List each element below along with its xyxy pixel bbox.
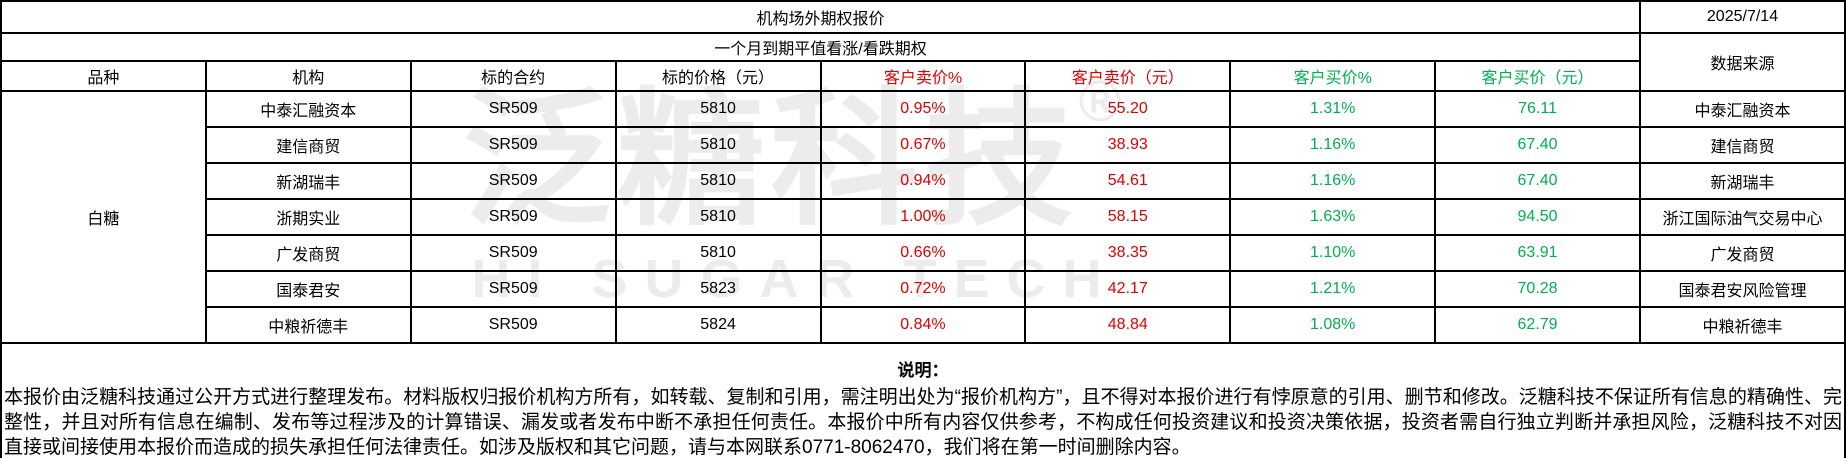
cell-sell-pct: 0.72% [819,270,1027,308]
subtitle-row: 一个月到期平值看涨/看跌期权 数据来源 [0,32,1846,92]
cell-sell-pct: 0.84% [819,306,1027,344]
cell-source: 建信商贸 [1639,126,1846,164]
cell-sell-price: 48.84 [1024,306,1232,344]
notes-section: 说明： 本报价由泛糖科技通过公开方式进行整理发布。材料版权归报价机构方所有，如转… [0,342,1846,458]
table-row: 新湖瑞丰 SR509 5810 0.94% 54.61 1.16% 67.40 新湖瑞丰 [1,162,1846,200]
disclaimer-text: 本报价由泛糖科技通过公开方式进行整理发布。材料版权归报价机构方所有，如转载、复制… [4,387,1842,458]
cell-contract: SR509 [409,270,617,308]
cell-sell-price: 55.20 [1024,90,1232,128]
cell-sell-price: 58.15 [1024,198,1232,236]
cell-institution: 中泰汇融资本 [204,90,412,128]
cell-underlying-price: 5810 [614,198,822,236]
col-header-institution: 机构 [204,60,412,92]
col-header-buy-price: 客户买价（元） [1434,60,1641,92]
table-row: 国泰君安 SR509 5823 0.72% 42.17 1.21% 70.28 国泰君安风险管… [1,270,1846,308]
col-header-buy-pct: 客户买价% [1229,60,1437,92]
col-header-sell-price: 客户卖价（元） [1024,60,1232,92]
cell-variety: 白糖 [0,90,207,344]
cell-buy-price: 76.11 [1434,90,1641,128]
table-row: 广发商贸 SR509 5810 0.66% 38.35 1.10% 63.91 广发商贸 [1,234,1846,272]
cell-contract: SR509 [409,306,617,344]
cell-contract: SR509 [409,198,617,236]
subtitle: 一个月到期平值看涨/看跌期权 [0,32,1641,62]
cell-underlying-price: 5823 [614,270,822,308]
cell-sell-pct: 0.67% [819,126,1027,164]
cell-sell-price: 38.35 [1024,234,1232,272]
cell-source: 中泰汇融资本 [1639,90,1846,128]
header-row: 品种 机构 标的合约 标的价格（元） 客户卖价% 客户卖价（元） 客户买价% 客… [0,60,1845,92]
cell-sell-pct: 0.94% [819,162,1027,200]
table-row: 建信商贸 SR509 5810 0.67% 38.93 1.16% 67.40 建信商贸 [1,126,1846,164]
cell-source: 中粮祈德丰 [1639,306,1846,344]
cell-buy-pct: 1.63% [1229,198,1437,236]
cell-institution: 广发商贸 [204,234,412,272]
title-row: 机构场外期权报价 2025/7/14 [0,0,1846,34]
cell-source: 广发商贸 [1639,234,1846,272]
report-date: 2025/7/14 [1639,0,1846,34]
cell-buy-pct: 1.10% [1229,234,1437,272]
cell-sell-pct: 0.66% [819,234,1027,272]
cell-underlying-price: 5810 [614,162,822,200]
cell-institution: 中粮祈德丰 [204,306,412,344]
table-row: 白糖 中泰汇融资本 SR509 5810 0.95% 55.20 1.31% 76.11 中泰汇… [0,90,1846,344]
cell-buy-price: 70.28 [1434,270,1641,308]
cell-underlying-price: 5810 [614,90,822,128]
cell-contract: SR509 [409,162,617,200]
cell-buy-price: 67.40 [1434,162,1641,200]
cell-contract: SR509 [409,126,617,164]
cell-buy-price: 94.50 [1434,198,1641,236]
cell-sell-price: 38.93 [1024,126,1232,164]
col-header-source: 数据来源 [1639,32,1846,92]
cell-source: 国泰君安风险管理 [1639,270,1846,308]
notes-label: 说明： [897,361,949,380]
cell-contract: SR509 [409,234,617,272]
table-row: 中粮祈德丰 SR509 5824 0.84% 48.84 1.08% 62.79 中粮祈德丰 [1,306,1846,344]
cell-buy-price: 63.91 [1434,234,1641,272]
page-title: 机构场外期权报价 [0,0,1641,34]
cell-buy-price: 62.79 [1434,306,1641,344]
cell-sell-price: 42.17 [1024,270,1232,308]
col-header-underlying-price: 标的价格（元） [614,60,822,92]
cell-contract: SR509 [409,90,617,128]
cell-institution: 浙期实业 [204,198,412,236]
cell-sell-pct: 0.95% [819,90,1027,128]
cell-buy-pct: 1.21% [1229,270,1437,308]
table-row: 浙期实业 SR509 5810 1.00% 58.15 1.63% 94.50 浙江国际油气交… [1,198,1846,236]
cell-underlying-price: 5824 [614,306,822,344]
cell-source: 浙江国际油气交易中心 [1639,198,1846,236]
col-header-variety: 品种 [0,60,207,92]
cell-underlying-price: 5810 [614,126,822,164]
cell-buy-pct: 1.31% [1229,90,1437,128]
cell-buy-pct: 1.16% [1229,162,1437,200]
cell-institution: 国泰君安 [204,270,412,308]
cell-buy-pct: 1.16% [1229,126,1437,164]
cell-institution: 新湖瑞丰 [204,162,412,200]
cell-sell-price: 54.61 [1024,162,1232,200]
col-header-sell-pct: 客户卖价% [819,60,1027,92]
cell-institution: 建信商贸 [204,126,412,164]
notes-row: 说明： 本报价由泛糖科技通过公开方式进行整理发布。材料版权归报价机构方所有，如转… [0,342,1846,458]
cell-source: 新湖瑞丰 [1639,162,1846,200]
cell-sell-pct: 1.00% [819,198,1027,236]
cell-buy-pct: 1.08% [1229,306,1437,344]
cell-buy-price: 67.40 [1434,126,1641,164]
cell-underlying-price: 5810 [614,234,822,272]
col-header-contract: 标的合约 [409,60,617,92]
